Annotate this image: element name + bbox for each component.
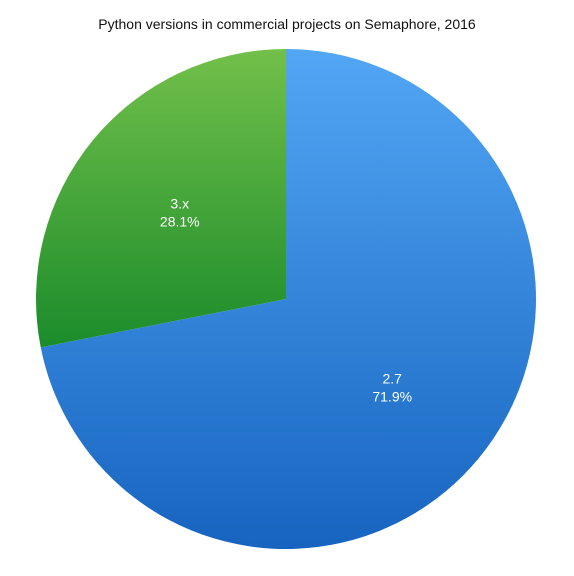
- slice-value-label: 71.9%: [372, 388, 412, 404]
- pie-slice-2-7: [40, 49, 537, 549]
- slice-value-label: 28.1%: [160, 214, 200, 230]
- pie-slice-3-x: [35, 49, 287, 348]
- slice-label: 3.x: [170, 196, 189, 212]
- chart-title: Python versions in commercial projects o…: [98, 16, 476, 32]
- slice-label: 2.7: [382, 370, 402, 386]
